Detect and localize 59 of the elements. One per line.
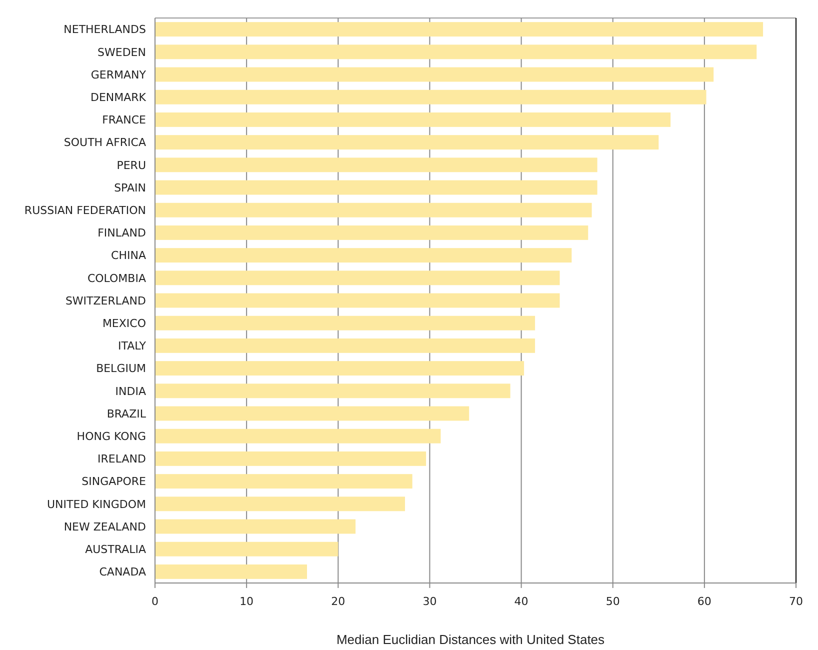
y-tick-label: BELGIUM [96, 362, 146, 376]
y-tick-label: SINGAPORE [82, 475, 146, 488]
bar [155, 135, 659, 150]
bar [155, 519, 356, 534]
bar [155, 44, 757, 60]
y-tick-label: BRAZIL [106, 407, 147, 420]
bar [155, 248, 572, 263]
x-tick-label: 60 [697, 595, 712, 608]
y-tick-label: INDIA [115, 384, 146, 398]
y-tick-label: SWITZERLAND [65, 294, 146, 308]
y-tick-label: SWEDEN [98, 46, 146, 59]
bar [155, 474, 412, 489]
bar [155, 451, 426, 466]
bar [155, 202, 592, 218]
y-tick-label: DENMARK [90, 90, 147, 104]
x-tick-label: 20 [331, 595, 346, 608]
bar [155, 338, 536, 353]
x-tick-label: 70 [789, 595, 803, 608]
bar [155, 270, 560, 286]
y-tick-label: IRELAND [98, 452, 146, 466]
bar [155, 384, 510, 398]
x-tick-label: 30 [422, 595, 437, 608]
y-tick-label: NEW ZEALAND [64, 520, 146, 534]
y-tick-label: SPAIN [114, 181, 146, 194]
y-tick-label: CHINA [111, 249, 146, 262]
bar [155, 225, 588, 240]
y-tick-label: HONG KONG [76, 430, 146, 443]
bar [155, 542, 338, 556]
y-tick-label: FINLAND [98, 226, 146, 240]
bar [155, 316, 536, 330]
y-tick-label: COLOMBIA [87, 272, 146, 285]
bar [155, 180, 598, 195]
x-tick-label: 50 [606, 595, 620, 608]
bar [155, 293, 560, 308]
bar [155, 564, 308, 579]
bar [155, 496, 405, 512]
bar [155, 428, 441, 444]
x-axis-title: Median Euclidian Distances with United States [336, 632, 606, 647]
bar [155, 90, 706, 104]
bar [155, 22, 764, 37]
y-tick-label: UNITED KINGDOM [47, 498, 146, 511]
x-tick-label: 10 [240, 595, 254, 608]
bar [155, 67, 714, 82]
y-tick-label: RUSSIAN FEDERATION [24, 204, 146, 217]
y-tick-label: FRANCE [102, 114, 146, 127]
bar [155, 406, 470, 421]
y-tick-label: CANADA [99, 566, 146, 579]
bar [155, 158, 598, 172]
y-tick-label: PERU [116, 158, 146, 172]
y-tick-label: SOUTH AFRICA [64, 136, 146, 150]
y-tick-label: MEXICO [102, 316, 146, 330]
x-tick-label: 40 [514, 595, 528, 608]
y-tick-label: GERMANY [90, 68, 146, 82]
bar [155, 112, 671, 127]
bar [155, 361, 524, 376]
y-tick-label: NETHERLANDS [64, 23, 146, 36]
y-tick-label: AUSTRALIA [85, 542, 146, 556]
x-tick-label: 0 [152, 595, 158, 608]
y-tick-label: ITALY [118, 340, 146, 353]
